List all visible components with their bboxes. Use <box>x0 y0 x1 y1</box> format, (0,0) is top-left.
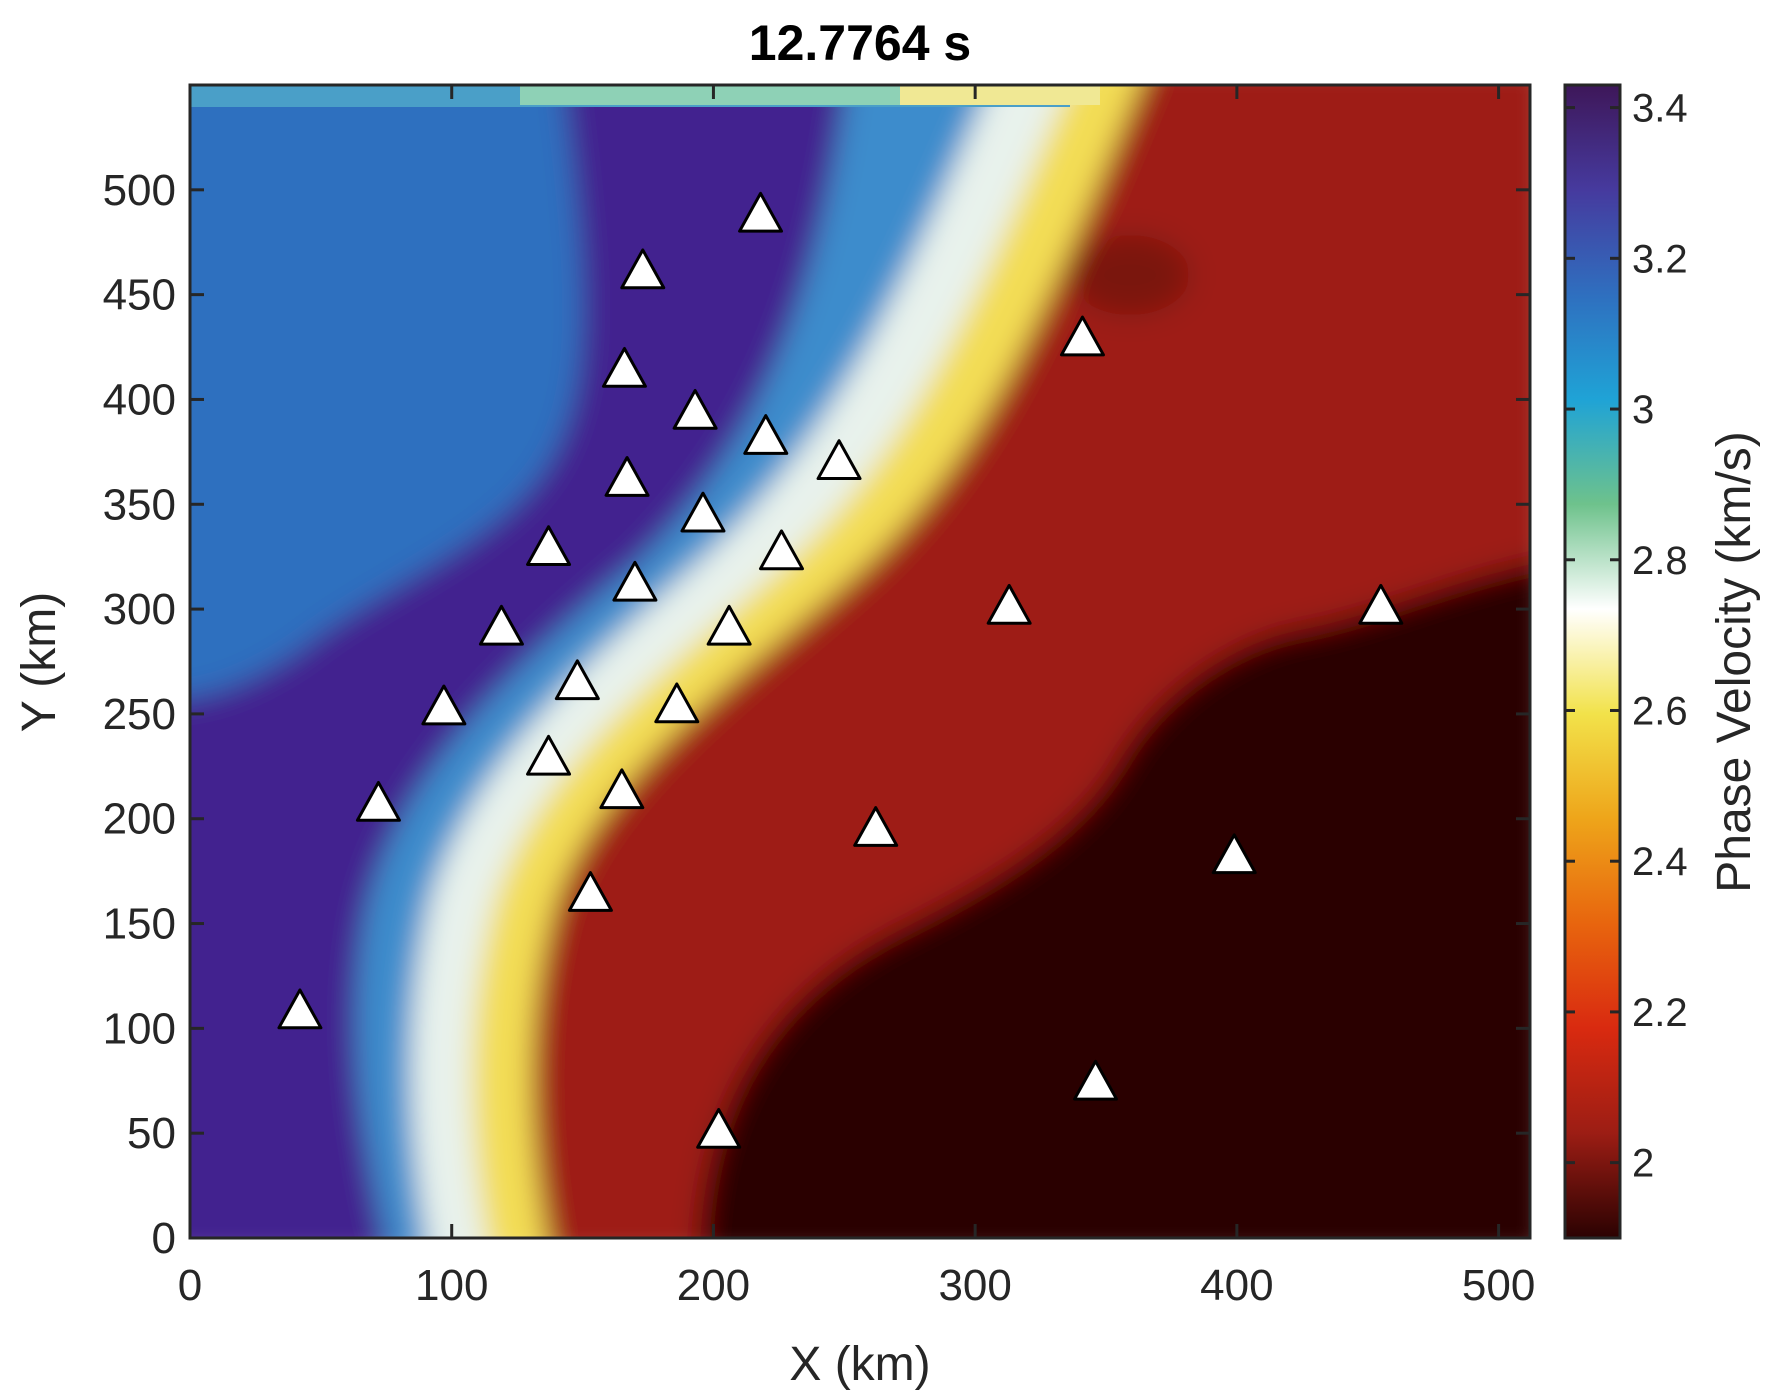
stations <box>277 191 1404 1149</box>
field-lightblue-band <box>356 85 990 1238</box>
colorbar-tick-label: 3.2 <box>1632 237 1688 281</box>
colorbar-tick-label: 3 <box>1632 388 1654 432</box>
y-tick-label: 150 <box>103 900 176 949</box>
colorbar-tick-label: 2.2 <box>1632 991 1688 1035</box>
field-blue-west <box>190 85 582 698</box>
station-marker <box>601 347 647 388</box>
station-marker <box>672 388 718 430</box>
y-tick-label: 450 <box>103 271 176 320</box>
station-marker <box>478 604 524 646</box>
station-marker <box>526 525 572 566</box>
station-marker <box>743 414 789 455</box>
x-tick-label: 500 <box>1462 1261 1535 1310</box>
station-marker <box>355 780 401 822</box>
y-axis: 0 50 100 150 200 250 300 350 400 450 500 <box>103 166 1530 1263</box>
station-marker <box>1358 583 1404 625</box>
colorbar-tick-label: 2.4 <box>1632 840 1688 884</box>
station-marker <box>526 734 572 776</box>
station-marker <box>680 491 726 533</box>
y-tick-label: 400 <box>103 375 176 424</box>
x-tick-label: 100 <box>415 1261 488 1310</box>
y-axis-label: Y (km) <box>13 592 66 732</box>
x-tick-label: 0 <box>178 1261 202 1310</box>
station-marker <box>612 560 658 602</box>
station-marker <box>599 768 645 810</box>
colorbar-tick-label: 2.6 <box>1632 689 1688 733</box>
x-axis: 0 100 200 300 400 500 <box>178 85 1535 1310</box>
station-marker <box>604 456 650 497</box>
x-tick-label: 400 <box>1200 1261 1273 1310</box>
field-top-band-light <box>520 85 900 105</box>
colorbar-label: Phase Velocity (km/s) <box>1708 431 1761 892</box>
station-marker <box>1059 315 1105 357</box>
field-transition-white <box>411 85 1070 1238</box>
station-marker <box>706 604 752 646</box>
velocity-field <box>190 85 1530 1238</box>
station-marker <box>816 439 862 481</box>
y-tick-label: 200 <box>103 795 176 844</box>
field-yellow-band <box>471 85 1140 1238</box>
station-marker <box>853 806 899 847</box>
station-marker <box>1073 1059 1119 1101</box>
y-tick-label: 250 <box>103 690 176 739</box>
colorbar-tick-label: 2 <box>1632 1142 1654 1186</box>
station-marker <box>696 1107 742 1149</box>
x-axis-label: X (km) <box>789 1338 930 1391</box>
station-marker <box>277 988 323 1030</box>
station-marker <box>758 529 804 571</box>
y-tick-label: 0 <box>152 1214 176 1263</box>
station-marker <box>554 659 600 701</box>
colorbar <box>1563 83 1622 1240</box>
station-marker <box>567 871 613 912</box>
station-marker <box>738 191 784 233</box>
station-marker <box>654 682 700 724</box>
station-marker <box>620 248 666 290</box>
colorbar-tick-label: 2.8 <box>1632 539 1688 583</box>
plot-frame <box>188 83 1532 1240</box>
y-tick-label: 350 <box>103 480 176 529</box>
y-tick-label: 50 <box>127 1109 176 1158</box>
field-top-band-yellow <box>900 85 1100 105</box>
x-tick-label: 200 <box>677 1261 750 1310</box>
station-marker <box>421 684 467 726</box>
station-marker <box>1211 833 1257 875</box>
y-tick-label: 100 <box>103 1004 176 1053</box>
x-tick-label: 300 <box>938 1261 1011 1310</box>
y-tick-label: 500 <box>103 166 176 215</box>
chart-title: 12.7764 s <box>749 15 971 71</box>
field-darkred-blob <box>1070 235 1190 315</box>
colorbar-tick-label: 3.4 <box>1632 87 1688 131</box>
y-tick-label: 300 <box>103 585 176 634</box>
station-marker <box>986 583 1032 625</box>
field-darkred-low <box>700 564 1530 1238</box>
colorbar-ticks: 2 2.2 2.4 2.6 2.8 3 3.2 3.4 <box>1565 87 1688 1186</box>
